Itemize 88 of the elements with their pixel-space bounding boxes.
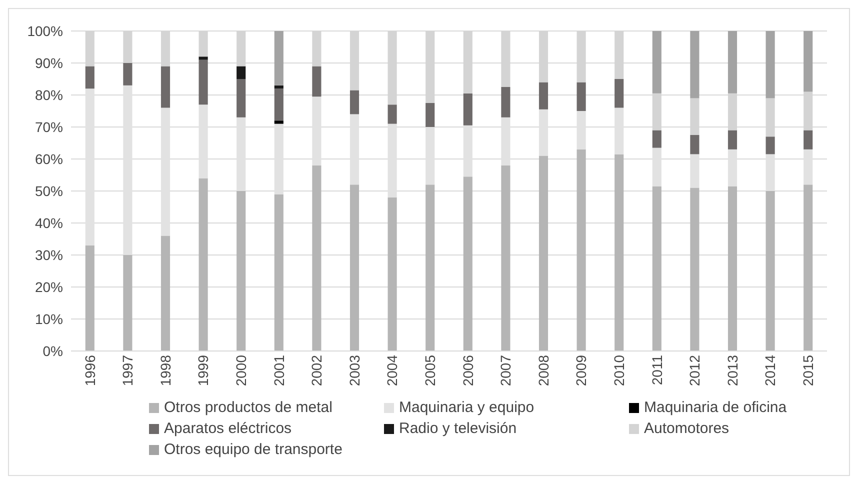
- bar: [236, 66, 246, 79]
- bar: [652, 31, 662, 94]
- bar: [538, 82, 548, 110]
- x-tick-label: 2014: [762, 354, 778, 386]
- bar: [312, 165, 322, 351]
- bar: [350, 184, 360, 351]
- x-tick-label: 2013: [724, 354, 740, 386]
- bar: [236, 191, 246, 351]
- x-tick-label: 2010: [611, 354, 628, 386]
- bar: [312, 66, 322, 97]
- bar: [690, 31, 700, 98]
- bar: [576, 82, 586, 111]
- x-tick-label: 1996: [82, 354, 98, 386]
- bar: [690, 188, 700, 351]
- bar: [804, 31, 813, 92]
- bar: [804, 184, 813, 351]
- bar: [388, 197, 397, 351]
- bar: [198, 60, 208, 105]
- y-tick-label: 40%: [34, 214, 63, 231]
- legend-label: Maquinaria de oficina: [644, 399, 787, 416]
- y-tick-label: 60%: [34, 150, 63, 167]
- x-tick-label: 2008: [535, 354, 552, 386]
- bar: [728, 31, 738, 94]
- y-tick-label: 90%: [34, 54, 63, 71]
- x-tick-label: 2012: [686, 354, 703, 386]
- bar: [501, 87, 510, 118]
- bar: [274, 31, 284, 86]
- bar: [160, 66, 170, 108]
- x-tick-label: 1997: [120, 354, 136, 386]
- bar: [123, 63, 132, 86]
- x-tick-label: 1999: [195, 354, 212, 386]
- x-tick-label: 2001: [270, 354, 287, 386]
- bar: [501, 165, 510, 351]
- y-tick-label: 70%: [34, 118, 63, 135]
- bar: [690, 135, 700, 154]
- x-tick-label: 2007: [498, 354, 514, 386]
- bar: [766, 191, 775, 351]
- bar: [614, 79, 624, 108]
- bar: [804, 130, 813, 150]
- legend-label: Radio y televisión: [399, 420, 517, 437]
- y-tick-label: 50%: [34, 182, 63, 199]
- bar: [236, 79, 246, 118]
- bar: [576, 149, 586, 351]
- bar: [274, 88, 284, 121]
- y-tick-label: 100%: [27, 22, 63, 39]
- bar: [85, 66, 94, 89]
- bar: [274, 194, 284, 351]
- x-tick-label: 1998: [157, 354, 174, 386]
- x-tick-label: 2003: [346, 354, 362, 386]
- bar: [728, 186, 738, 351]
- y-tick-label: 80%: [34, 86, 63, 103]
- bar: [426, 184, 435, 351]
- legend-label: Automotores: [644, 420, 730, 437]
- legend-label: Otros equipo de transporte: [164, 441, 342, 458]
- y-tick-label: 0%: [42, 342, 63, 359]
- x-tick-label: 2000: [233, 354, 250, 386]
- legend-label: Aparatos eléctricos: [164, 420, 292, 437]
- y-tick-label: 10%: [34, 310, 63, 327]
- bar: [274, 120, 284, 124]
- bar: [766, 136, 775, 154]
- x-tick-label: 2006: [460, 354, 476, 386]
- bar: [198, 56, 208, 60]
- x-tick-label: 2015: [800, 354, 816, 386]
- bar: [766, 31, 775, 98]
- bar: [85, 245, 94, 351]
- bar: [652, 186, 662, 351]
- bar: [198, 178, 208, 351]
- x-tick-label: 2011: [648, 354, 665, 386]
- y-tick-label: 30%: [34, 246, 63, 263]
- bar: [463, 176, 472, 351]
- bar: [350, 90, 360, 114]
- legend-label: Otros productos de metal: [164, 399, 332, 416]
- bar: [426, 103, 435, 127]
- bar: [123, 255, 132, 351]
- bar: [274, 85, 284, 89]
- legend-label: Maquinaria y equipo: [399, 399, 534, 416]
- bar: [728, 130, 738, 150]
- x-tick-label: 2002: [308, 354, 325, 386]
- x-tick-label: 2004: [384, 354, 400, 386]
- bar: [160, 236, 170, 351]
- bar: [463, 93, 472, 126]
- bar: [538, 156, 548, 351]
- y-tick-label: 20%: [34, 278, 63, 295]
- bar: [652, 130, 662, 148]
- x-tick-label: 2009: [573, 354, 590, 386]
- x-tick-label: 2005: [422, 354, 438, 386]
- bar: [614, 154, 624, 351]
- bar: [388, 104, 397, 124]
